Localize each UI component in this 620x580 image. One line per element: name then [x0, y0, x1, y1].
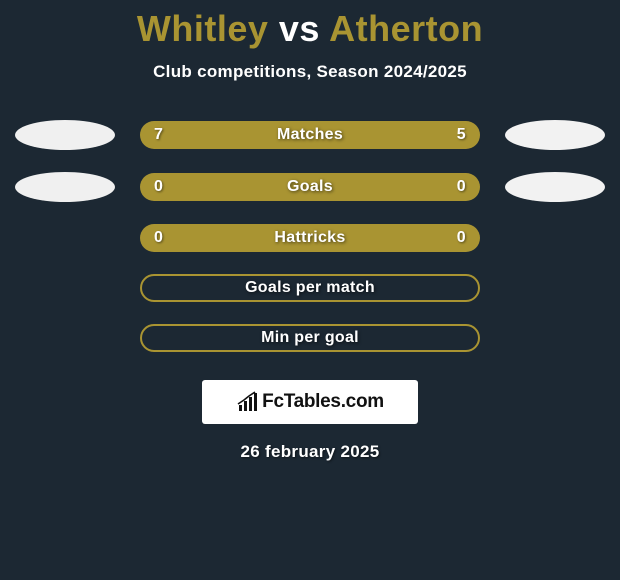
stat-row: 0Hattricks0: [10, 224, 610, 252]
player-avatar-left: [15, 120, 115, 150]
stat-right-value: 0: [457, 178, 466, 196]
team2-name: Atherton: [329, 8, 483, 49]
stat-label: Min per goal: [142, 329, 478, 347]
stat-label: Goals per match: [142, 279, 478, 297]
stat-right-value: 0: [457, 229, 466, 247]
player-avatar-right: [505, 120, 605, 150]
stat-row: Min per goal: [10, 324, 610, 352]
snapshot-date: 26 february 2025: [241, 442, 380, 462]
avatar-slot-right: [500, 120, 610, 150]
stat-left-value: 0: [154, 229, 163, 247]
team1-name: Whitley: [137, 8, 269, 49]
stat-row: 7Matches5: [10, 120, 610, 150]
player-avatar-right: [505, 172, 605, 202]
stat-pill: 0Goals0: [140, 173, 480, 201]
stat-row: Goals per match: [10, 274, 610, 302]
stat-pill: 0Hattricks0: [140, 224, 480, 252]
stat-label: Matches: [140, 126, 480, 144]
stat-right-value: 5: [457, 126, 466, 144]
title-vs: vs: [268, 8, 329, 49]
stat-pill: Goals per match: [140, 274, 480, 302]
stat-left-value: 7: [154, 126, 163, 144]
avatar-slot-left: [10, 172, 120, 202]
stat-row: 0Goals0: [10, 172, 610, 202]
stat-left-value: 0: [154, 178, 163, 196]
avatar-slot-right: [500, 172, 610, 202]
competition-subtitle: Club competitions, Season 2024/2025: [153, 62, 467, 82]
stat-pill: Min per goal: [140, 324, 480, 352]
brand-badge[interactable]: FcTables.com: [202, 380, 418, 424]
bar-chart-icon: [236, 390, 260, 414]
stat-pill: 7Matches5: [140, 121, 480, 149]
page-title: Whitley vs Atherton: [137, 8, 483, 50]
avatar-slot-left: [10, 120, 120, 150]
stat-label: Goals: [140, 178, 480, 196]
brand-label: FcTables.com: [262, 391, 384, 413]
player-avatar-left: [15, 172, 115, 202]
stat-label: Hattricks: [140, 229, 480, 247]
